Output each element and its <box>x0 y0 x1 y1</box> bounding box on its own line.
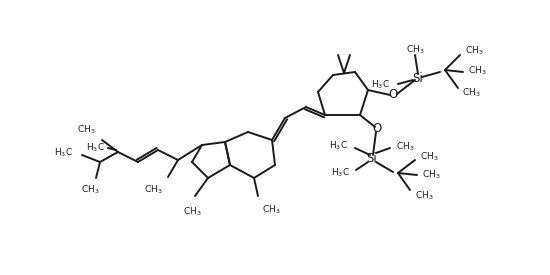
Text: H$_3$C: H$_3$C <box>86 142 105 154</box>
Text: Si: Si <box>412 72 424 84</box>
Text: CH$_3$: CH$_3$ <box>396 141 415 153</box>
Text: CH$_3$: CH$_3$ <box>145 184 163 197</box>
Text: CH$_3$: CH$_3$ <box>78 123 96 136</box>
Text: CH$_3$: CH$_3$ <box>262 203 280 216</box>
Text: CH$_3$: CH$_3$ <box>415 190 433 202</box>
Text: CH$_3$: CH$_3$ <box>468 65 487 77</box>
Text: H$_3$C: H$_3$C <box>331 167 350 179</box>
Text: CH$_3$: CH$_3$ <box>422 169 441 181</box>
Text: O: O <box>372 122 382 134</box>
Text: H$_3$C: H$_3$C <box>329 140 348 152</box>
Text: H$_3$C: H$_3$C <box>54 147 73 159</box>
Text: Si: Si <box>367 152 377 164</box>
Text: CH$_3$: CH$_3$ <box>183 205 201 218</box>
Text: CH$_3$: CH$_3$ <box>462 87 481 99</box>
Text: CH$_3$: CH$_3$ <box>81 184 100 197</box>
Text: CH$_3$: CH$_3$ <box>465 45 483 57</box>
Text: H$_3$C: H$_3$C <box>371 79 390 91</box>
Text: CH$_3$: CH$_3$ <box>406 44 424 56</box>
Text: O: O <box>388 87 398 100</box>
Text: CH$_3$: CH$_3$ <box>420 151 438 163</box>
